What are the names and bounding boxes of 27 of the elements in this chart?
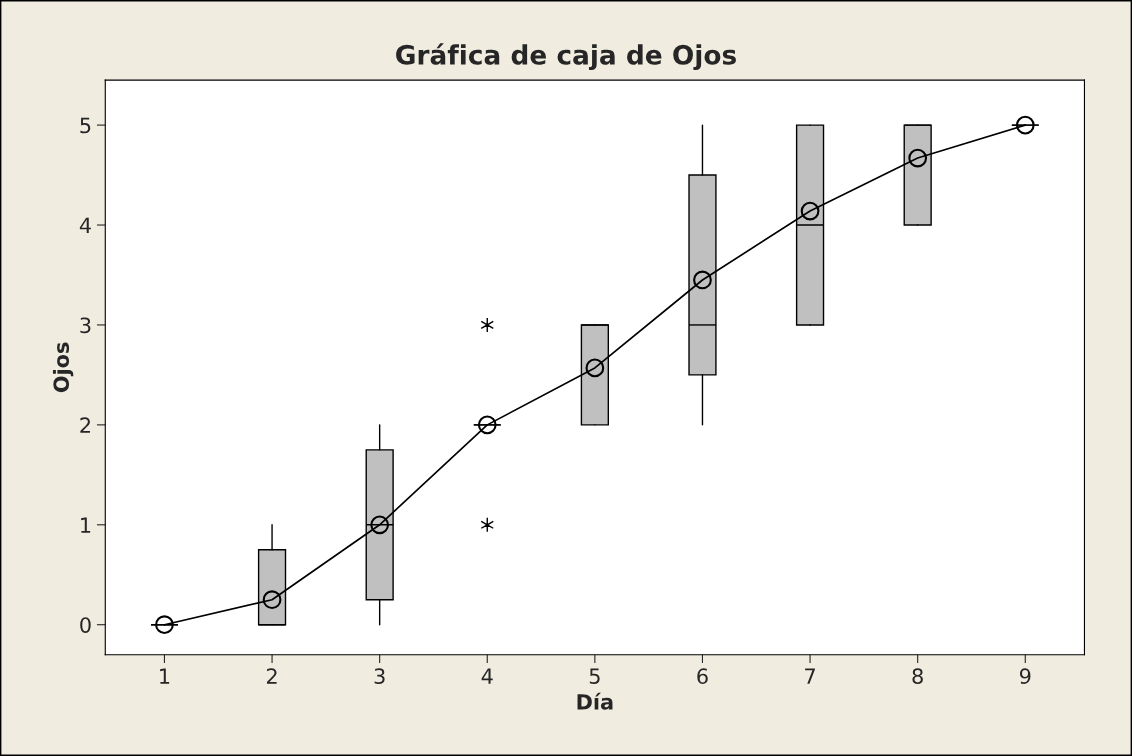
chart-title: Gráfica de caja de Ojos: [396, 43, 736, 71]
point: [800, 201, 820, 221]
x-tick-label: 9: [1019, 668, 1031, 685]
y-tick-label: 2: [80, 417, 90, 433]
point: [262, 590, 282, 610]
y-tick-label: 0: [80, 617, 91, 633]
x-tick-label: 6: [697, 668, 708, 685]
point: [477, 415, 497, 435]
x-tick-label: 8: [912, 668, 923, 685]
y-tick-label: 1: [81, 517, 91, 533]
y-tick-label: 4: [79, 217, 91, 233]
y-tick-label: 3: [80, 317, 91, 334]
point: [1015, 115, 1035, 135]
y-axis-title: Ojos: [52, 342, 74, 393]
x-axis-title: Día: [577, 692, 613, 710]
x-tick-label: 4: [481, 668, 493, 684]
point: [370, 515, 390, 535]
point: [155, 615, 174, 635]
y-tick-label: 5: [80, 117, 91, 134]
point: [693, 270, 712, 290]
point: [908, 148, 928, 168]
x-tick-label: 3: [374, 668, 385, 685]
x-tick-label: 5: [589, 668, 600, 685]
x-tick-label: 7: [805, 668, 815, 684]
x-tick-label: 2: [266, 668, 277, 684]
point: [585, 358, 605, 378]
x-tick-label: 1: [160, 668, 170, 684]
